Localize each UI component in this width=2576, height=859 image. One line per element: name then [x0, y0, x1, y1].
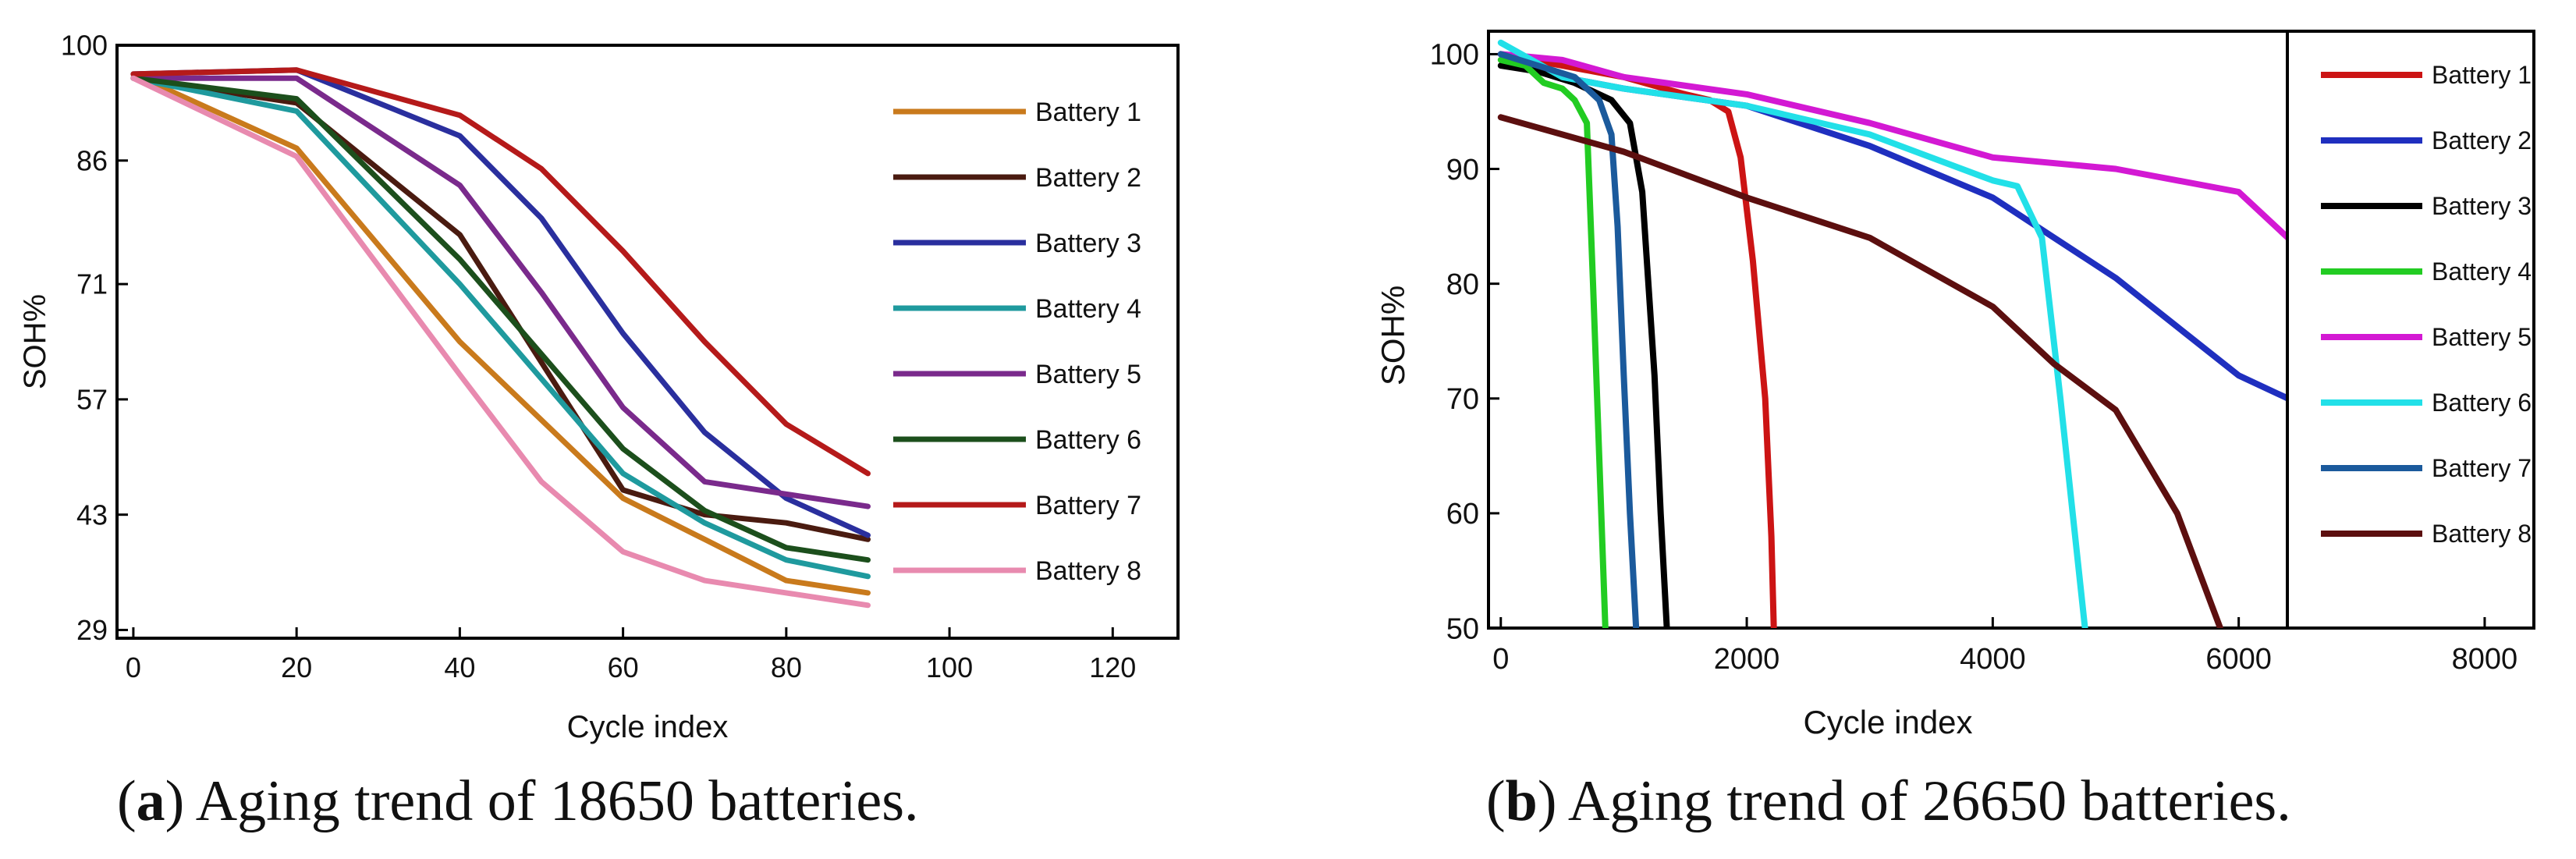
series-line-4	[1497, 56, 1609, 628]
legend-label-6: Battery 6	[1035, 425, 1141, 455]
y-axis-label: SOH%	[18, 294, 52, 389]
y-tick-label: 86	[76, 144, 108, 176]
legend-label-1: Battery 1	[1035, 98, 1141, 127]
series-line-3	[130, 67, 871, 538]
series-line-2	[130, 75, 871, 542]
x-tick-label: 0	[126, 651, 141, 683]
y-axis-label: SOH%	[1375, 286, 1411, 385]
x-tick-label: 120	[1089, 651, 1136, 683]
series-line-4	[130, 75, 871, 580]
plot-frame	[115, 44, 1180, 640]
legend-label-3: Battery 3	[2432, 192, 2532, 220]
caption-a: (a) Aging trend of 18650 batteries.	[117, 769, 919, 833]
caption-a-text: Aging trend of 18650 batteries.	[195, 769, 919, 833]
series-line-7	[1497, 51, 1640, 628]
x-tick-label: 20	[281, 651, 312, 683]
y-tick-label: 90	[1446, 154, 1479, 186]
y-tick-label: 57	[76, 383, 108, 415]
legend-label-1: Battery 1	[2432, 61, 2532, 89]
y-tick-label: 50	[1446, 612, 1479, 645]
x-axis-label: Cycle index	[567, 710, 729, 744]
x-tick-label: 6000	[2205, 643, 2272, 676]
series-line-1	[130, 71, 871, 596]
x-tick-label: 4000	[1960, 643, 2026, 676]
plot-frame	[1487, 30, 2535, 630]
chart-b: 50 60 70 80 90 100 0 2000 4000 6000 8000 Cycle inde…	[1375, 30, 2535, 740]
series-line-2	[1497, 51, 2286, 401]
caption-b-text: Aging trend of 26650 batteries.	[1567, 769, 2291, 833]
series-line-8	[1497, 114, 2223, 628]
series-line-5	[130, 75, 871, 509]
y-tick-label: 80	[1446, 268, 1479, 301]
legend-label-5: Battery 5	[1035, 360, 1141, 389]
x-tick-label: 0	[1492, 643, 1509, 676]
x-tick-label: 100	[926, 651, 973, 683]
series-line-8	[130, 75, 871, 609]
legend-label-7: Battery 7	[2432, 454, 2532, 482]
caption-b-label: b	[1505, 769, 1538, 833]
legend-label-4: Battery 4	[2432, 257, 2532, 286]
y-tick-label: 100	[61, 30, 108, 62]
series-line-7	[130, 67, 871, 477]
caption-b: (b) Aging trend of 26650 batteries.	[1486, 769, 2291, 833]
legend-label-2: Battery 2	[1035, 163, 1141, 193]
series-line-6	[1497, 39, 2088, 628]
series-line-6	[130, 75, 871, 563]
legend-label-3: Battery 3	[1035, 229, 1141, 258]
legend-label-4: Battery 4	[1035, 294, 1141, 324]
legend-label-8: Battery 8	[2432, 520, 2532, 548]
caption-a-label: a	[136, 769, 165, 833]
legend-label-5: Battery 5	[2432, 323, 2532, 351]
x-axis-label: Cycle index	[1803, 704, 1972, 740]
legend-label-7: Battery 7	[1035, 491, 1141, 520]
y-tick-label: 70	[1446, 383, 1479, 416]
x-tick-label: 80	[771, 651, 802, 683]
y-tick-label: 43	[76, 499, 108, 531]
x-tick-label: 8000	[2452, 643, 2518, 676]
series-line-3	[1497, 62, 1670, 628]
legend-label-6: Battery 6	[2432, 389, 2532, 417]
x-tick-label: 2000	[1714, 643, 1780, 676]
x-tick-label: 60	[608, 651, 639, 683]
y-tick-label: 100	[1430, 39, 1479, 72]
series-line-5	[1497, 51, 2286, 240]
x-tick-label: 40	[444, 651, 475, 683]
y-tick-label: 29	[76, 614, 108, 646]
legend-label-8: Battery 8	[1035, 556, 1141, 586]
legend-label-2: Battery 2	[2432, 126, 2532, 154]
chart-a: 29 43 57 71 86 100 0 20 40 60 80 100 120 Cycle index S…	[18, 30, 1180, 744]
series-line-1	[1497, 51, 1777, 628]
y-tick-label: 60	[1446, 498, 1479, 531]
y-tick-label: 71	[76, 268, 108, 300]
